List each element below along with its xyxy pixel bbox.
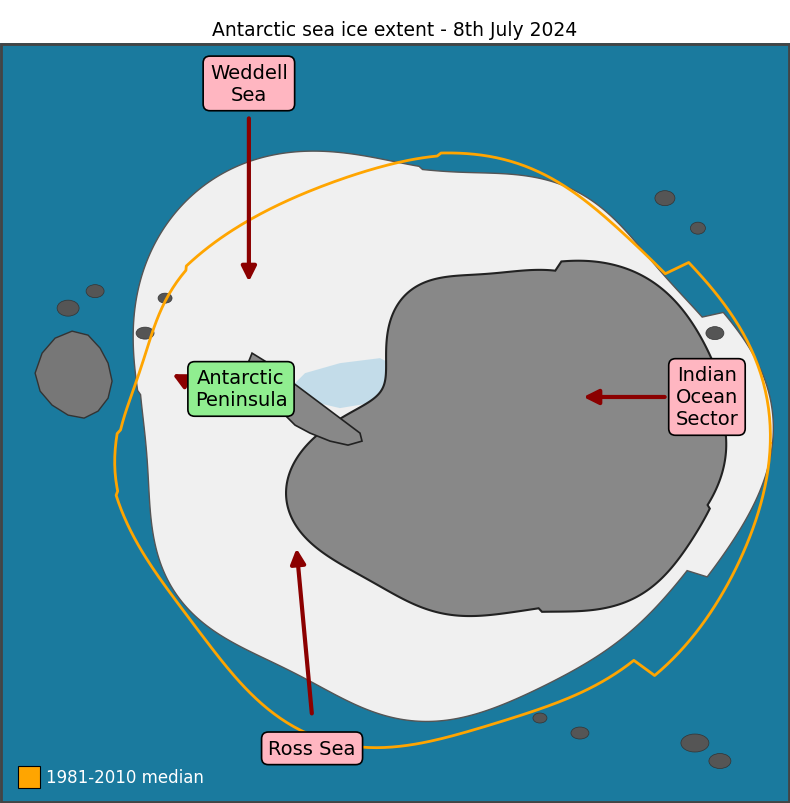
- Ellipse shape: [533, 713, 547, 724]
- Text: Antarctic sea ice extent - 8th July 2024: Antarctic sea ice extent - 8th July 2024: [213, 21, 577, 40]
- Ellipse shape: [655, 191, 675, 206]
- Ellipse shape: [86, 285, 104, 298]
- Text: Ross Sea: Ross Sea: [269, 739, 356, 758]
- Ellipse shape: [57, 301, 79, 316]
- Polygon shape: [248, 353, 362, 446]
- Polygon shape: [285, 359, 400, 409]
- Polygon shape: [35, 332, 112, 418]
- Polygon shape: [286, 262, 726, 616]
- Polygon shape: [0, 44, 790, 803]
- Ellipse shape: [158, 294, 172, 304]
- Ellipse shape: [706, 328, 724, 340]
- Ellipse shape: [690, 223, 705, 234]
- Text: 1981-2010 median: 1981-2010 median: [46, 768, 204, 786]
- Polygon shape: [378, 533, 520, 589]
- Ellipse shape: [681, 734, 709, 752]
- Ellipse shape: [571, 728, 589, 739]
- Ellipse shape: [136, 328, 154, 340]
- Polygon shape: [134, 152, 773, 722]
- Text: Antarctic
Peninsula: Antarctic Peninsula: [194, 369, 288, 410]
- Ellipse shape: [709, 753, 731, 768]
- Bar: [18, 766, 40, 788]
- Text: Indian
Ocean
Sector: Indian Ocean Sector: [675, 366, 739, 429]
- Text: Weddell
Sea: Weddell Sea: [210, 64, 288, 104]
